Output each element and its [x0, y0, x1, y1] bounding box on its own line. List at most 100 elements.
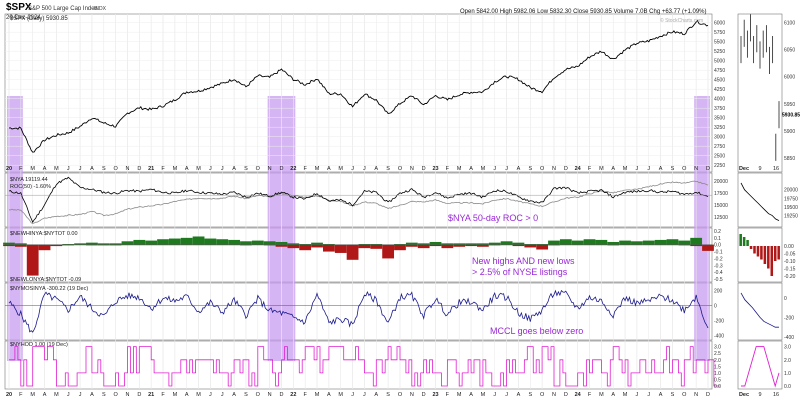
new-low-bar: [417, 244, 430, 249]
new-high-bar: [14, 243, 27, 245]
inset-hl-bar: [767, 246, 770, 269]
y-tick-label: 3.0: [714, 345, 721, 351]
x-tick-label: F: [19, 392, 23, 398]
x-tick-label: N: [410, 392, 414, 398]
x-tick-label: M: [315, 166, 320, 172]
x-tick-label: D: [422, 166, 426, 172]
new-high-bar: [488, 242, 501, 245]
new-high-bar: [429, 241, 442, 245]
y-tick-label: 12500: [714, 215, 728, 221]
inset-x-tick-label: 16: [773, 392, 779, 398]
x-tick-label: A: [185, 166, 189, 172]
new-high-bar: [228, 239, 240, 245]
x-tick-label: A: [327, 392, 331, 398]
y-tick-label: 5000: [714, 59, 725, 65]
inset-panel-frame: [737, 282, 783, 341]
new-low-bar: [3, 244, 15, 247]
inset-y-tick-label: 0: [784, 296, 787, 302]
x-tick-label: S: [244, 392, 248, 398]
newhigh-legend: $NEWHINYA:$NYTOT 0.00: [10, 231, 78, 237]
x-tick-label: M: [457, 392, 462, 398]
inset-panel-frame: [737, 340, 783, 390]
y-tick-label: 3500: [714, 116, 725, 122]
x-tick-label: J: [505, 166, 508, 172]
x-tick-label: A: [659, 392, 663, 398]
y-tick-label: -0.3: [714, 263, 723, 269]
new-high-bar: [394, 244, 406, 245]
new-low-bar: [512, 244, 525, 247]
y-tick-label: 0.0: [714, 243, 721, 249]
y-tick-label: 2.0: [714, 358, 721, 364]
y-tick-label: 15000: [714, 203, 728, 209]
new-high-bar: [631, 241, 643, 245]
inset-x-tick-label: 9: [758, 166, 761, 172]
y-tick-label: 1.5: [714, 364, 721, 370]
x-tick-label: J: [79, 166, 82, 172]
new-low-bar: [477, 244, 489, 247]
y-tick-label: 5500: [714, 40, 725, 46]
y-tick-label: 2250: [714, 163, 725, 169]
inset-y-tick-label: 3.0: [784, 345, 791, 351]
y-tick-label: 5250: [714, 49, 725, 55]
new-low-bar: [370, 244, 383, 249]
y-tick-label: -0.4: [714, 270, 723, 276]
x-tick-label: N: [410, 166, 414, 172]
x-tick-label: A: [232, 392, 236, 398]
new-high-bar: [595, 239, 608, 245]
new-high-bar: [216, 239, 229, 245]
panel-frame: [4, 13, 713, 173]
exchange-label: INDX: [94, 6, 107, 12]
new-high-bar: [512, 242, 525, 245]
nya-legend: $NYA 19119.44: [10, 177, 48, 183]
new-high-bar: [145, 240, 158, 245]
new-high-bar: [571, 240, 584, 245]
x-tick-label: 23: [432, 392, 438, 398]
x-tick-label: F: [446, 166, 450, 172]
inset-y-tick-label: 0.0: [784, 384, 791, 390]
x-tick-label: J: [363, 392, 366, 398]
y-tick-label: -200: [714, 319, 724, 325]
x-tick-label: M: [481, 166, 486, 172]
mccl-legend: $NYMOSINYA -300.22 (19 Dec): [10, 286, 88, 292]
x-tick-label: S: [244, 166, 248, 172]
y-tick-label: 0.5: [714, 377, 721, 383]
x-tick-label: J: [493, 166, 496, 172]
x-tick-label: M: [196, 392, 201, 398]
new-low-bar: [287, 244, 300, 249]
x-tick-label: 24: [575, 392, 582, 398]
inset-hl-bar: [749, 246, 753, 249]
x-tick-label: O: [398, 166, 403, 172]
inset-y-tick-label: 6000: [784, 75, 795, 81]
x-tick-label: J: [209, 392, 212, 398]
inset-mccl-line: [740, 292, 779, 328]
new-low-bar: [607, 244, 620, 246]
new-high-bar: [500, 241, 513, 245]
x-tick-label: S: [528, 166, 532, 172]
x-tick-label: D: [279, 166, 283, 172]
new-high-bar: [405, 242, 418, 245]
x-tick-label: S: [671, 392, 675, 398]
x-tick-label: M: [599, 392, 604, 398]
highlight-band: [694, 96, 710, 361]
new-high-bar: [157, 239, 169, 245]
inset-y-tick-label: 5950: [784, 102, 795, 108]
new-low-bar: [50, 244, 63, 247]
x-tick-label: M: [599, 166, 604, 172]
y-tick-label: 6000: [714, 21, 725, 27]
watermark: © StockCharts.com: [660, 17, 703, 24]
x-tick-label: S: [102, 166, 106, 172]
x-tick-label: N: [125, 392, 129, 398]
x-tick-label: 22: [290, 392, 296, 398]
x-tick-label: M: [623, 392, 628, 398]
x-tick-label: M: [54, 166, 59, 172]
inset-y-tick-label: 6100: [784, 20, 795, 26]
y-tick-label: 0.2: [714, 229, 721, 235]
x-tick-label: 23: [432, 166, 438, 172]
new-high-bar: [441, 243, 454, 245]
new-low-bar: [109, 244, 122, 246]
new-high-bar: [619, 240, 631, 245]
x-tick-label: N: [552, 392, 556, 398]
new-low-bar: [240, 244, 252, 246]
x-tick-label: O: [682, 166, 687, 172]
